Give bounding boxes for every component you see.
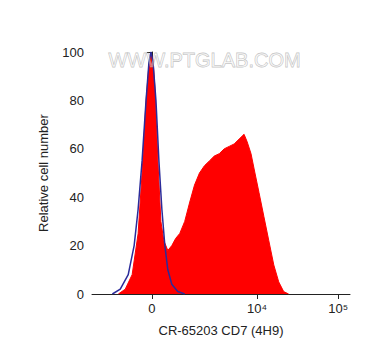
svg-text:WWW.PTGLAB.COM: WWW.PTGLAB.COM bbox=[108, 49, 300, 71]
svg-text:0: 0 bbox=[77, 287, 84, 302]
svg-text:60: 60 bbox=[70, 141, 84, 156]
svg-text:10⁵: 10⁵ bbox=[328, 301, 348, 316]
svg-text:10⁴: 10⁴ bbox=[247, 301, 267, 316]
svg-text:80: 80 bbox=[70, 93, 84, 108]
svg-text:Relative cell number: Relative cell number bbox=[36, 113, 51, 231]
svg-text:0: 0 bbox=[148, 301, 155, 316]
svg-text:20: 20 bbox=[70, 238, 84, 253]
svg-text:100: 100 bbox=[62, 45, 84, 60]
svg-text:40: 40 bbox=[70, 190, 84, 205]
svg-text:CR-65203 CD7 (4H9): CR-65203 CD7 (4H9) bbox=[159, 323, 284, 338]
